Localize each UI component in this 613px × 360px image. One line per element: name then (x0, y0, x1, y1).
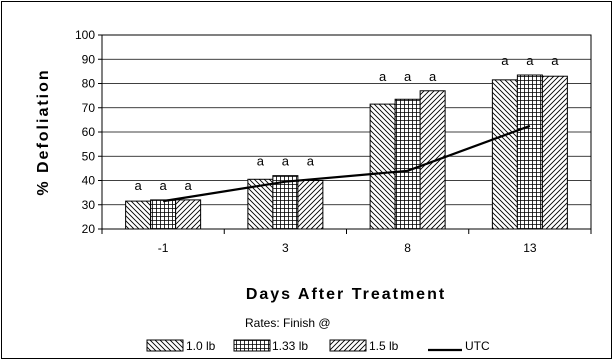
x-tick-label: 13 (523, 241, 537, 255)
legend: Rates: Finish @ 1.0 lb 1.33 lb 1.5 lb UTC (146, 316, 490, 353)
bar-1-33-lb-3 (272, 175, 299, 230)
y-tick-label: 40 (82, 174, 96, 188)
x-axis-title: Days After Treatment (246, 286, 446, 303)
significance-letter: a (307, 154, 315, 169)
y-axis: 20 30 40 50 60 70 80 90 100 (75, 28, 102, 236)
significance-letter: a (501, 53, 509, 68)
x-axis: -1 3 8 13 (101, 229, 592, 255)
bar-1-0-lb-13 (491, 79, 518, 230)
significance-letter: a (135, 178, 143, 193)
x-tick-label: 3 (282, 241, 289, 255)
legend-title: Rates: Finish @ (245, 316, 331, 330)
legend-label-UTC: UTC (465, 339, 490, 353)
significance-letter: a (282, 154, 290, 169)
bar-1-33-lb-8 (394, 98, 421, 230)
annotations: a a a a a a a a a a a a (135, 53, 560, 193)
bar-1-5-lb-3 (297, 180, 324, 230)
bar-1-0-lb--1 (125, 200, 152, 230)
significance-letter: a (257, 154, 265, 169)
significance-letter: a (551, 53, 559, 68)
y-tick-label: 30 (82, 198, 96, 212)
significance-letter: a (379, 69, 387, 84)
legend-label-1-33-lb: 1.33 lb (272, 339, 308, 353)
legend-label-1-5-lb: 1.5 lb (369, 339, 399, 353)
x-tick-label: -1 (158, 241, 169, 255)
y-tick-label: 60 (82, 125, 96, 139)
bar-1-33-lb-13 (516, 74, 543, 230)
bar-1-5-lb-8 (419, 90, 446, 230)
utc-line (162, 124, 531, 203)
legend-label-1-0-lb: 1.0 lb (186, 339, 216, 353)
y-tick-label: 90 (82, 52, 96, 66)
significance-letter: a (429, 69, 437, 84)
y-tick-label: 70 (82, 101, 96, 115)
bar-1-5-lb-13 (541, 75, 568, 230)
significance-letter: a (526, 53, 534, 68)
y-axis-title: % Defoliation (35, 68, 52, 195)
significance-letter: a (404, 69, 412, 84)
y-tick-label: 20 (82, 222, 96, 236)
legend-swatch-1-33-lb (233, 339, 271, 352)
significance-letter: a (160, 178, 168, 193)
y-tick-label: 100 (75, 28, 95, 42)
bar-1-33-lb--1 (150, 199, 177, 230)
significance-letter: a (185, 178, 193, 193)
legend-swatch-1-0-lb (146, 339, 184, 352)
y-tick-label: 50 (82, 149, 96, 163)
bar-1-5-lb--1 (175, 199, 202, 230)
line-UTC (162, 124, 531, 203)
x-tick-label: 8 (404, 241, 411, 255)
bar-1-0-lb-8 (369, 103, 396, 230)
bars (125, 74, 568, 230)
y-tick-label: 80 (82, 77, 96, 91)
legend-swatch-1-5-lb (329, 339, 367, 352)
